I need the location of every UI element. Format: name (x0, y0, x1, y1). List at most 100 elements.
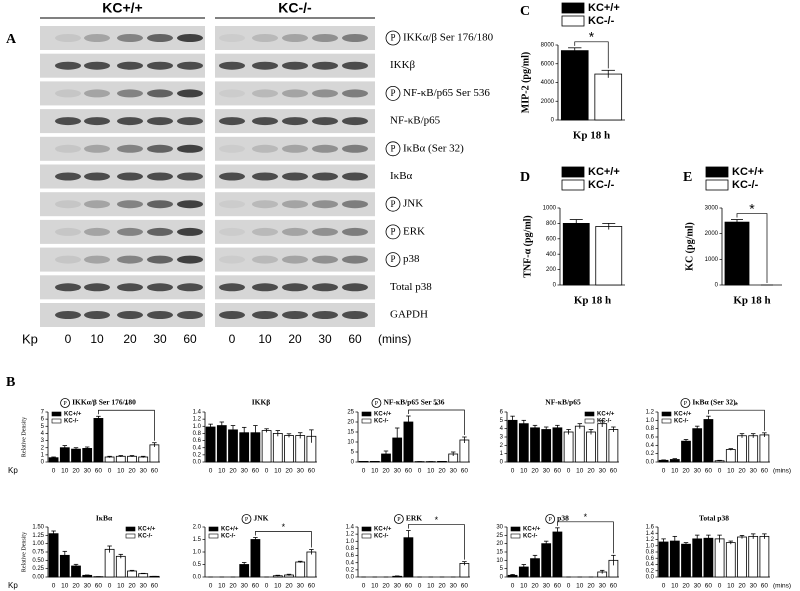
phospho-circle (680, 398, 691, 408)
x-tick-label: 60 (405, 468, 413, 475)
blot-band (252, 117, 278, 126)
x-tick-label: 0 (418, 468, 422, 475)
legend-label: KC-/- (221, 534, 235, 540)
y-tick-label: 0.8 (346, 546, 355, 552)
blot-band (312, 34, 338, 42)
phospho-symbol: P (390, 226, 395, 236)
y-tick-label: 15 (347, 430, 354, 436)
bar (541, 429, 552, 463)
blot-strip (215, 26, 375, 50)
x-tick-label: 10 (274, 583, 282, 590)
blot-strip (215, 81, 375, 106)
chart-title: JNK (254, 514, 269, 523)
bar (725, 449, 736, 463)
x-tick-label: 10 (117, 468, 125, 475)
x-tick-label: 60 (95, 468, 103, 475)
x-tick-label: 10 (427, 583, 435, 590)
legend-label: KC+/+ (588, 166, 620, 178)
y-tick-label: 0.75 (32, 550, 44, 556)
blot-band (312, 61, 338, 70)
y-tick-label: 7 (41, 410, 45, 416)
x-tick-label: 30 (450, 468, 458, 475)
row-label: Total p38 (390, 281, 432, 293)
y-tick-label: 4000 (541, 80, 555, 86)
legend-swatch (584, 411, 595, 417)
x-tick-label: 10 (576, 583, 584, 590)
x-axis-label: Kp 18 h (733, 295, 770, 307)
phospho-symbol: P (390, 143, 395, 153)
y-tick-label: 1 (500, 451, 504, 457)
blot-band (177, 311, 203, 319)
legend-swatch (51, 418, 62, 424)
blot-band (282, 311, 308, 319)
x-tick-label: 10 (61, 583, 69, 590)
significance-label: * (584, 512, 588, 522)
legend-swatch (661, 418, 672, 424)
bar (104, 456, 115, 463)
x-tick-label: 30 (140, 468, 148, 475)
x-tick-label: 0 (209, 583, 213, 590)
blot-band (252, 89, 278, 98)
bar (530, 427, 540, 463)
phospho-circle (385, 86, 401, 101)
blot-band (55, 283, 81, 292)
bar (284, 435, 294, 463)
bar (306, 551, 317, 578)
legend-label: KC+/+ (374, 527, 392, 533)
legend-label: KC-/- (64, 419, 78, 425)
bar (115, 555, 126, 578)
y-tick-label: 0 (551, 118, 555, 124)
chart-title: ERK (406, 514, 422, 523)
x-tick-label: 0 (52, 583, 56, 590)
legend-swatch (208, 533, 219, 539)
x-tick-label: 20 (738, 583, 746, 590)
legend-swatch (705, 179, 729, 191)
bar (552, 427, 563, 463)
blot-band (55, 117, 81, 126)
y-tick-label: 0.2 (646, 568, 655, 574)
x-tick-label: 60 (405, 583, 413, 590)
blot-band (147, 61, 173, 70)
y-tick-label: 10 (347, 440, 354, 446)
blot-band (342, 227, 368, 236)
x-prefix: Kp (22, 331, 38, 346)
bar (261, 430, 272, 463)
x-tick-label: 20 (382, 583, 390, 590)
significance-bracket (736, 213, 768, 283)
row-label: IKKα/β Ser 176/180 (403, 32, 494, 44)
y-tick-label: 0.2 (646, 451, 655, 457)
blot-band (147, 89, 173, 98)
x-axis-label: Kp 18 h (573, 130, 610, 142)
phospho-symbol: P (390, 33, 395, 43)
y-tick-label: 5 (500, 566, 504, 572)
y-tick-label: 0.2 (193, 452, 202, 458)
y-tick-label: 3000 (705, 206, 719, 212)
bar (692, 428, 703, 463)
y-tick-label: 1.0 (346, 539, 355, 545)
x-tick-label: 10 (576, 468, 584, 475)
y-tick-label: 0.8 (193, 431, 202, 437)
x-tick-label: 30 (140, 583, 148, 590)
phospho-circle (393, 514, 404, 524)
legend-label: KC-/- (588, 179, 615, 191)
blot-band (117, 172, 143, 181)
y-tick-label: 1.0 (193, 424, 202, 430)
bar (250, 539, 261, 578)
row-label: IκBα (390, 170, 413, 182)
bar (594, 73, 623, 121)
x-tick-label: 0 (362, 583, 366, 590)
y-tick-label: 0.8 (646, 550, 655, 556)
legend-label: KC-/- (674, 419, 688, 425)
legend-swatch (510, 526, 521, 532)
x-tick-label: 60 (705, 468, 713, 475)
blot-band (55, 255, 81, 264)
blot-band (312, 89, 338, 98)
bar (725, 542, 736, 578)
blot-strip (215, 136, 375, 161)
chart-title: p38 (557, 514, 569, 523)
legend-label: KC+/+ (221, 527, 239, 533)
legend-label: KC-/- (588, 15, 615, 27)
row-label: NF-κB/p65 Ser 536 (403, 87, 490, 99)
y-axis-label: Relative Density (21, 532, 27, 572)
x-tick-label: 60 (151, 583, 159, 590)
